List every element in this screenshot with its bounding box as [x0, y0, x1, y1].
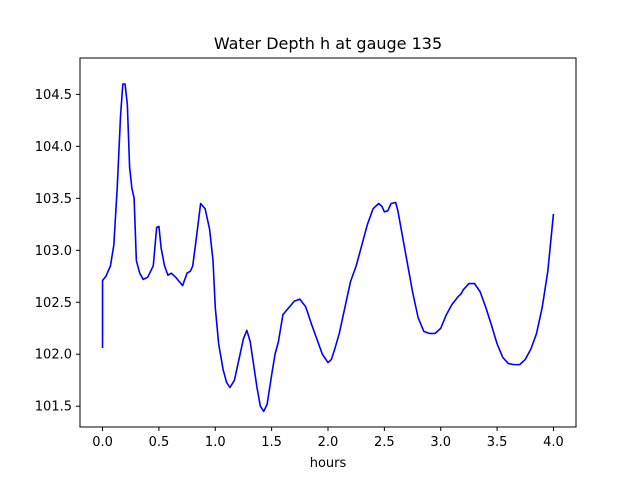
- y-tick-label: 104.0: [35, 140, 72, 155]
- x-tick-label: 3.0: [430, 435, 451, 450]
- x-tick-label: 3.5: [487, 435, 508, 450]
- x-tick-label: 1.0: [205, 435, 226, 450]
- x-tick-label: 4.0: [543, 435, 564, 450]
- x-tick-label: 0.0: [92, 435, 113, 450]
- plot-series-group: [101, 83, 555, 413]
- y-tick-label: 103.0: [35, 244, 72, 259]
- y-tick-label: 102.0: [35, 348, 72, 363]
- x-tick-label: 2.0: [318, 435, 339, 450]
- y-tick-label: 104.5: [35, 88, 72, 103]
- y-tick-label: 101.5: [35, 400, 72, 415]
- series-line: [101, 83, 555, 413]
- y-tick-label: 103.5: [35, 192, 72, 207]
- y-tick-label: 102.5: [35, 296, 72, 311]
- x-axis: 0.0 0.5 1.0 1.5 2.0 2.5 3.0 3.5 4.0: [92, 427, 564, 450]
- x-axis-label: hours: [310, 456, 347, 471]
- chart-title: Water Depth h at gauge 135: [214, 34, 442, 53]
- y-axis: 101.5 102.0 102.5 103.0 103.5 104.0 104.5: [35, 88, 80, 415]
- x-tick-label: 1.5: [261, 435, 282, 450]
- x-tick-label: 0.5: [149, 435, 170, 450]
- x-tick-label: 2.5: [374, 435, 395, 450]
